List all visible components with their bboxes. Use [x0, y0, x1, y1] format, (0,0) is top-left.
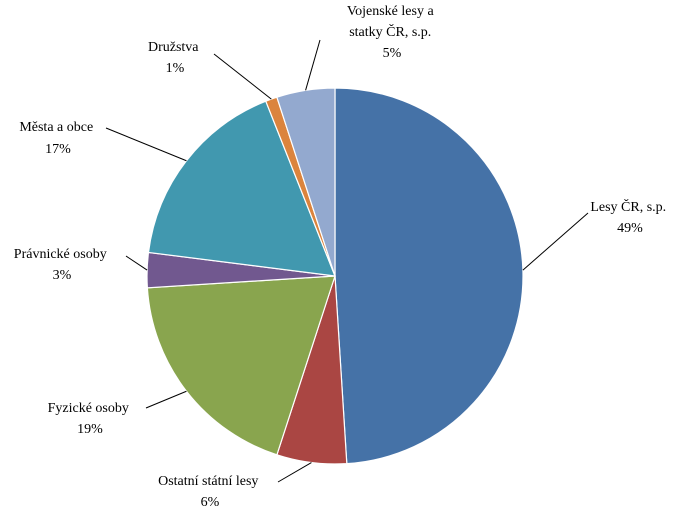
- leader-line-lesy-cr: [522, 212, 589, 271]
- slice-vojenske-lesy: [276, 87, 336, 277]
- label-vojenske-name-line2: statky ČR, s.p.: [349, 23, 431, 40]
- slice-label-vojenske-lesy: Vojenské lesy a statky ČR, s.p. 5%: [347, 4, 437, 61]
- label-lesy-cr-name: Lesy ČR, s.p.: [590, 198, 666, 215]
- label-ostatni-value: 6%: [201, 495, 220, 510]
- slice-label-fyzicke-osoby: Fyzické osoby 19%: [48, 401, 133, 437]
- leader-line-ostatni-statni-lesy: [277, 462, 312, 483]
- label-mesta-name: Města a obce: [19, 120, 93, 135]
- label-lesy-cr-value: 49%: [617, 221, 643, 236]
- label-fyzicke-name: Fyzické osoby: [48, 401, 129, 416]
- label-druzstva-value: 1%: [166, 61, 185, 76]
- label-vojenske-name-line1: Vojenské lesy a: [347, 4, 435, 19]
- svg-text:Vojenské lesy a statky Č: Vojenské lesy a statky ČR, s.p. 5%: [347, 4, 437, 61]
- slice-lesy-cr: [334, 87, 524, 465]
- label-ostatni-name: Ostatní státní lesy: [158, 474, 258, 489]
- leader-lines: [105, 39, 589, 483]
- label-mesta-value: 17%: [45, 142, 71, 157]
- svg-text:Právnické osoby 3%: Právnické osoby 3%: [14, 247, 110, 283]
- leader-line-pravnicke-osoby: [125, 255, 148, 271]
- label-pravnicke-name: Právnické osoby: [14, 247, 107, 262]
- leader-line-vojenske-lesy: [305, 39, 321, 91]
- slice-label-lesy-cr: Lesy ČR, s.p. 49%: [590, 198, 669, 236]
- slice-label-pravnicke-osoby: Právnické osoby 3%: [14, 247, 110, 283]
- leader-line-druzstva: [213, 53, 272, 100]
- label-vojenske-value: 5%: [383, 46, 402, 61]
- label-druzstva-name: Družstva: [148, 40, 199, 55]
- svg-text:Fyzické osoby 19%: Fyzické osoby 19%: [48, 401, 133, 437]
- svg-text:Družstva 1%: Družstva 1%: [148, 40, 202, 76]
- leader-line-fyzicke-osoby: [145, 390, 187, 409]
- label-fyzicke-value: 19%: [77, 422, 103, 437]
- slice-label-mesta-a-obce: Města a obce 17%: [19, 120, 96, 157]
- svg-text:Města a obce 17%: Města a obce 17%: [19, 120, 96, 157]
- svg-text:Ostatní státní lesy 6%: Ostatní státní lesy 6%: [158, 474, 262, 510]
- svg-text:Lesy ČR, s.p. 49%: Lesy ČR, s.p. 49%: [590, 198, 669, 236]
- pie-slices: [146, 87, 524, 465]
- label-pravnicke-value: 3%: [53, 268, 72, 283]
- leader-line-mesta-a-obce: [105, 127, 187, 162]
- slice-label-druzstva: Družstva 1%: [148, 40, 202, 76]
- slice-label-ostatni-statni-lesy: Ostatní státní lesy 6%: [158, 474, 262, 510]
